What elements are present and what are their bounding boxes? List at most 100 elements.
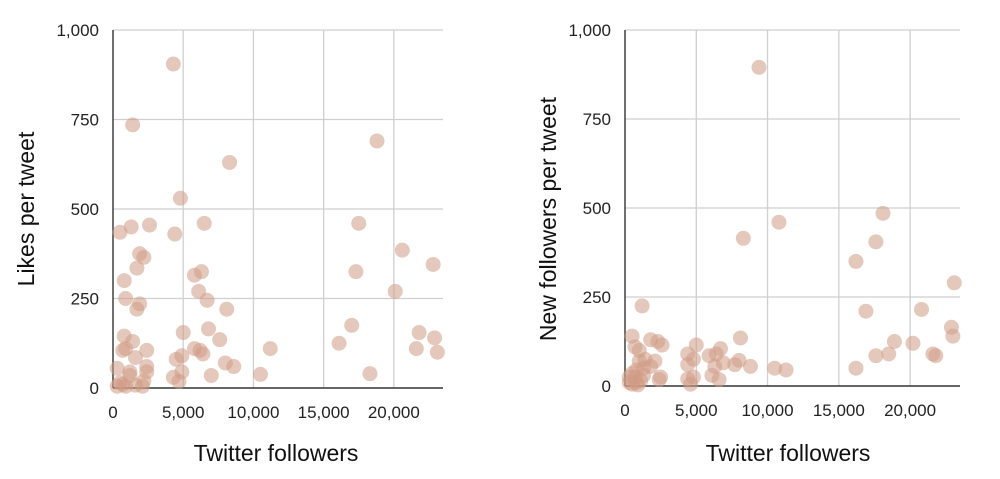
data-point xyxy=(136,249,152,265)
x-tick-label: 15,000 xyxy=(298,403,350,422)
data-point xyxy=(680,357,696,373)
y-tick-label: 500 xyxy=(71,200,99,219)
data-point xyxy=(945,328,961,344)
data-point xyxy=(387,283,403,299)
data-point xyxy=(848,360,864,376)
data-point xyxy=(886,334,902,349)
data-point xyxy=(946,275,962,291)
x-tick-label: 20,000 xyxy=(368,403,420,422)
data-point xyxy=(196,215,212,231)
data-point xyxy=(118,341,134,357)
y-axis-title: New followers per tweet xyxy=(535,96,561,341)
data-point xyxy=(123,219,139,235)
data-point xyxy=(394,242,410,258)
x-tick-label: 15,000 xyxy=(813,401,865,420)
data-point xyxy=(905,335,921,351)
data-point xyxy=(732,330,748,346)
y-tick-label: 500 xyxy=(583,199,611,218)
y-tick-label: 1,000 xyxy=(568,21,611,40)
x-tick-label: 5,000 xyxy=(675,401,718,420)
data-point xyxy=(127,350,143,366)
data-point xyxy=(848,253,864,269)
data-point xyxy=(429,344,445,360)
data-point xyxy=(125,117,141,133)
data-point xyxy=(683,376,699,392)
data-point xyxy=(875,205,891,221)
data-point xyxy=(369,133,385,149)
data-point xyxy=(751,59,767,75)
data-point xyxy=(171,374,187,390)
data-point xyxy=(165,56,181,72)
data-point xyxy=(134,378,150,394)
data-point xyxy=(868,348,884,364)
data-point xyxy=(881,346,897,362)
x-tick-label: 0 xyxy=(620,401,629,420)
data-point xyxy=(199,292,215,308)
data-point xyxy=(742,358,758,374)
data-point xyxy=(427,330,443,346)
data-point xyxy=(203,367,219,383)
data-point xyxy=(914,301,930,317)
data-point xyxy=(262,341,278,357)
data-point xyxy=(142,217,158,233)
y-tick-label: 0 xyxy=(90,379,99,398)
data-point xyxy=(172,190,188,206)
data-point xyxy=(711,372,727,388)
data-point xyxy=(129,260,145,276)
data-point xyxy=(219,301,235,317)
data-point xyxy=(362,366,378,382)
data-point xyxy=(109,378,125,394)
y-tick-label: 0 xyxy=(602,377,611,396)
data-point xyxy=(778,362,794,378)
data-point xyxy=(175,325,191,341)
x-tick-label: 10,000 xyxy=(227,403,279,422)
data-point xyxy=(186,267,202,283)
data-point xyxy=(425,256,441,272)
data-point xyxy=(621,374,637,390)
x-axis-title: Twitter followers xyxy=(706,440,871,466)
data-point xyxy=(212,332,228,348)
data-point xyxy=(727,357,743,373)
data-point xyxy=(771,214,787,230)
x-tick-label: 0 xyxy=(108,403,117,422)
x-tick-label: 10,000 xyxy=(742,401,794,420)
y-tick-label: 750 xyxy=(583,110,611,129)
data-point xyxy=(168,351,184,367)
data-point xyxy=(344,317,360,333)
data-point xyxy=(654,337,670,353)
data-point xyxy=(351,215,367,231)
y-axis-title: Likes per tweet xyxy=(13,131,39,286)
data-point xyxy=(129,301,145,317)
data-point xyxy=(634,298,650,314)
data-point xyxy=(348,264,364,280)
data-point xyxy=(928,348,944,364)
data-point xyxy=(139,342,155,358)
y-tick-label: 1,000 xyxy=(56,21,99,40)
y-tick-label: 250 xyxy=(71,290,99,309)
x-tick-label: 5,000 xyxy=(162,403,205,422)
data-point xyxy=(118,291,134,306)
data-point xyxy=(195,346,211,362)
data-point xyxy=(222,154,238,170)
data-point xyxy=(226,359,242,375)
data-point xyxy=(112,224,128,240)
data-point xyxy=(109,360,125,376)
data-point xyxy=(200,321,216,337)
data-point xyxy=(167,226,183,242)
data-point xyxy=(735,230,751,246)
y-tick-label: 250 xyxy=(583,288,611,307)
data-point xyxy=(116,273,132,289)
y-tick-label: 750 xyxy=(71,111,99,130)
data-point xyxy=(651,372,667,388)
data-point xyxy=(411,325,427,341)
data-point xyxy=(331,335,347,351)
data-point xyxy=(858,303,874,319)
data-point xyxy=(868,234,884,250)
x-axis-title: Twitter followers xyxy=(194,440,359,466)
data-point xyxy=(767,360,783,376)
data-point xyxy=(252,366,268,382)
x-tick-label: 20,000 xyxy=(884,401,936,420)
